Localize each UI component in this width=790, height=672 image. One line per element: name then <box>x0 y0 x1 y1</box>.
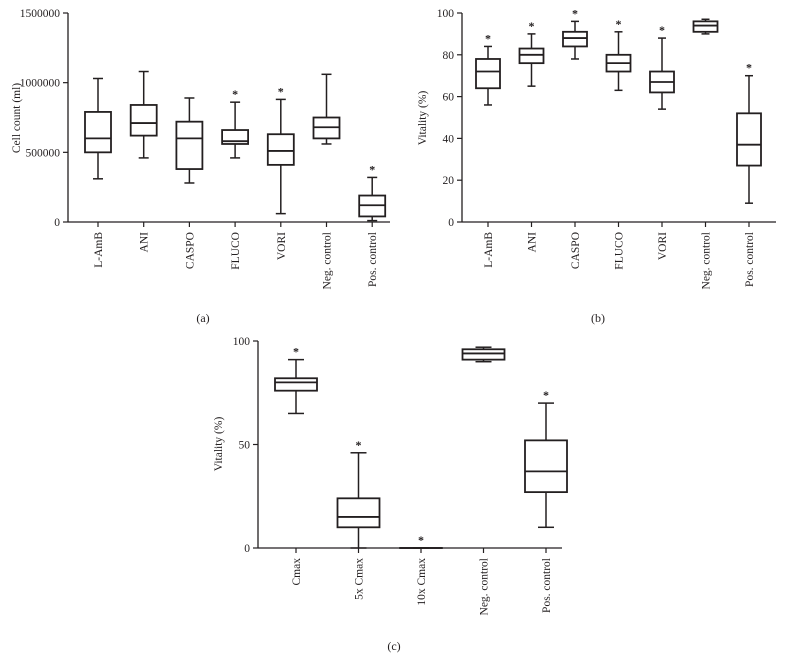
iqr-box <box>518 47 545 65</box>
x-category-label: CASPO <box>184 232 196 269</box>
box-plot: * Pos. control <box>524 388 568 613</box>
y-tick-label: 60 <box>443 92 455 104</box>
x-category-label: Pos. control <box>367 232 379 287</box>
iqr-box <box>336 497 381 529</box>
significance-star: * <box>278 84 284 98</box>
y-tick-label: 0 <box>244 543 250 555</box>
y-tick-label: 100 <box>437 8 455 20</box>
y-axis-label: Vitality (%) <box>417 91 429 146</box>
x-category-label: Neg. control <box>322 232 334 289</box>
box-plot: * Cmax <box>274 345 318 586</box>
y-tick-label: 80 <box>443 50 455 62</box>
box-plot: * VORI <box>266 84 295 260</box>
x-category-label: VORI <box>276 232 288 260</box>
significance-star: * <box>356 438 362 452</box>
x-category-label: 5x Cmax <box>354 558 366 600</box>
significance-star: * <box>746 61 752 75</box>
y-axis-label: Vitality (%) <box>213 417 225 472</box>
significance-star: * <box>659 23 665 37</box>
box-plot: * L-AmB <box>475 31 501 268</box>
iqr-box <box>461 348 506 361</box>
x-category-label: 10x Cmax <box>416 558 428 606</box>
iqr-box <box>475 58 501 90</box>
box-plot: * 10x Cmax <box>399 533 443 606</box>
significance-star: * <box>485 31 491 45</box>
y-tick-label: 40 <box>443 133 455 145</box>
box-plot: L-AmB <box>84 77 112 268</box>
y-tick-label: 0 <box>448 217 454 229</box>
y-tick-label: 500000 <box>26 147 61 159</box>
x-category-label: L-AmB <box>93 232 105 268</box>
x-category-label: Neg. control <box>479 558 491 615</box>
iqr-box <box>692 20 719 33</box>
y-tick-label: 20 <box>443 175 455 187</box>
panel-c-caption: (c) <box>387 639 400 653</box>
x-category-label: ANI <box>139 232 151 253</box>
y-tick-label: 1000000 <box>20 78 61 90</box>
y-tick-label: 1500000 <box>20 8 61 20</box>
y-tick-label: 100 <box>233 336 251 348</box>
significance-star: * <box>232 87 238 101</box>
y-tick-label: 0 <box>54 217 60 229</box>
iqr-box <box>562 30 588 48</box>
x-category-label: L-AmB <box>483 232 495 268</box>
box-plot: ANI <box>129 70 158 253</box>
significance-star: * <box>418 533 424 547</box>
x-category-label: Pos. control <box>541 558 553 613</box>
box-plot: CASPO <box>175 97 204 269</box>
panel-a-chart: 0 500000 1000000 1500000 Cell count (ml) L-Am… <box>11 8 390 289</box>
panel-b-caption: (b) <box>591 311 605 325</box>
x-category-label: ANI <box>527 232 539 253</box>
x-category-label: FLUCO <box>614 232 626 270</box>
iqr-box <box>736 112 762 167</box>
box-plot: * FLUCO <box>605 17 632 270</box>
iqr-box <box>274 377 318 392</box>
significance-star: * <box>369 162 375 176</box>
x-category-label: Pos. control <box>744 232 756 287</box>
iqr-box <box>524 439 568 494</box>
panel-b-chart: 0 20 40 60 80 100 Vitality (%) * L-AmB * ANI * CASPO… <box>417 6 776 289</box>
y-axis-label: Cell count (ml) <box>11 83 23 153</box>
x-category-label: CASPO <box>570 232 582 269</box>
iqr-box <box>129 104 158 137</box>
box-plot: * VORI <box>649 23 675 260</box>
significance-star: * <box>572 6 578 20</box>
x-category-label: Cmax <box>291 558 303 586</box>
significance-star: * <box>529 19 535 33</box>
significance-star: * <box>616 17 622 31</box>
box-plot: Neg. control <box>312 73 341 289</box>
box-plot: * 5x Cmax <box>336 438 381 600</box>
iqr-box <box>266 133 295 166</box>
iqr-box <box>175 120 204 170</box>
box-plot: Neg. control <box>461 346 506 615</box>
box-plot: * ANI <box>518 19 545 253</box>
panel-a-caption: (a) <box>196 311 209 325</box>
panel-c-chart: 0 50 100 Vitality (%) * Cmax * 5x Cmax * 10x Cmax… <box>213 336 568 615</box>
x-category-label: Neg. control <box>701 232 713 289</box>
iqr-box <box>84 111 112 154</box>
box-plot: Neg. control <box>692 18 719 289</box>
y-tick-label: 50 <box>239 440 251 452</box>
box-plot: * CASPO <box>562 6 588 269</box>
significance-star: * <box>293 345 299 359</box>
box-plot: * Pos. control <box>736 61 762 287</box>
significance-star: * <box>543 388 549 402</box>
box-plot: * Pos. control <box>358 162 387 287</box>
box-plot: * FLUCO <box>221 87 250 270</box>
x-category-label: VORI <box>657 232 669 260</box>
x-category-label: FLUCO <box>230 232 242 270</box>
